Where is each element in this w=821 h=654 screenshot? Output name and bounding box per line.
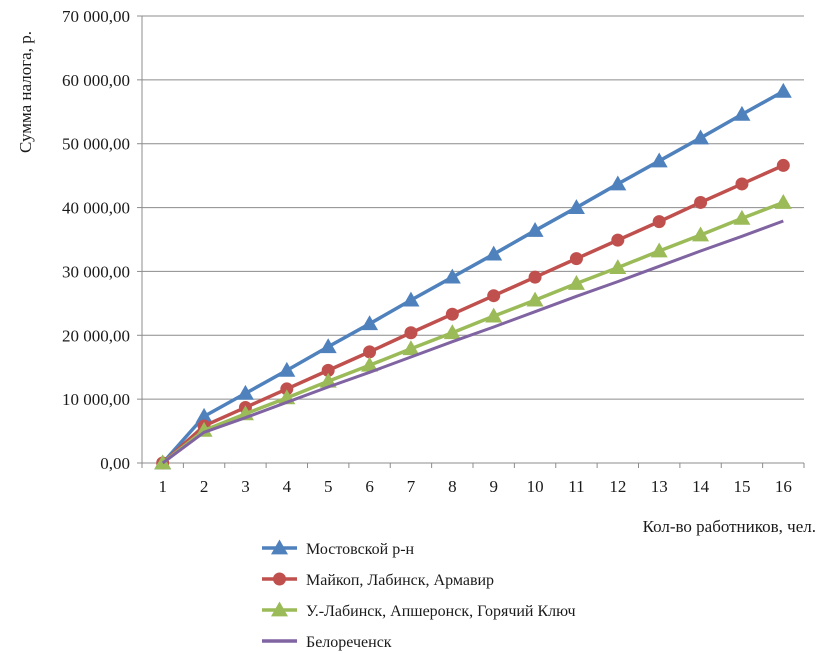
series-line-1: [161, 89, 785, 465]
series-line-2: [161, 163, 785, 465]
x-axis-title: Кол-во работников, чел.: [643, 517, 816, 536]
data-point: [569, 252, 583, 266]
data-point: [487, 289, 501, 303]
data-point: [363, 345, 377, 359]
x-tick-label: 14: [692, 477, 710, 496]
data-point: [485, 245, 503, 261]
data-point: [443, 268, 461, 284]
x-tick-label: 3: [241, 477, 250, 496]
legend-marker: [271, 601, 288, 617]
data-point: [735, 177, 749, 191]
data-point: [694, 195, 708, 209]
series-line-3: [161, 200, 784, 465]
x-tick-label: 8: [448, 477, 457, 496]
data-point: [361, 356, 379, 372]
data-point: [443, 324, 461, 340]
data-point: [319, 338, 337, 354]
y-tick-label: 10 000,00: [62, 390, 130, 409]
data-point: [733, 105, 751, 121]
data-point: [236, 384, 254, 400]
data-point: [776, 158, 790, 172]
legend-label: Майкоп, Лабинск, Армавир: [306, 572, 494, 589]
y-axis-title: Сумма налога, р.: [16, 31, 35, 153]
x-tick-label: 5: [324, 477, 333, 496]
data-point: [650, 152, 668, 168]
x-tick-label: 1: [158, 477, 167, 496]
data-point: [567, 199, 585, 214]
data-point: [611, 233, 625, 247]
data-point: [485, 307, 503, 323]
x-tick-label: 7: [407, 477, 416, 496]
y-tick-label: 40 000,00: [62, 199, 130, 218]
x-tick-label: 4: [283, 477, 292, 496]
data-point: [526, 222, 544, 237]
data-point: [195, 407, 213, 423]
legend-label: У.-Лабинск, Апшеронск, Горячий Ключ: [306, 603, 576, 620]
y-tick-label: 50 000,00: [62, 135, 130, 154]
x-tick-label: 13: [651, 477, 668, 496]
y-tick-label: 30 000,00: [62, 262, 130, 281]
x-tick-label: 9: [489, 477, 498, 496]
data-point: [402, 291, 420, 307]
y-tick-label: 70 000,00: [62, 7, 130, 26]
x-tick-label: 2: [200, 477, 209, 496]
data-point: [774, 82, 792, 98]
data-point: [195, 421, 213, 437]
data-point: [445, 307, 459, 321]
y-tick-label: 20 000,00: [62, 326, 130, 345]
data-point: [774, 193, 792, 209]
x-tick-label: 6: [365, 477, 374, 496]
x-tick-label: 15: [733, 477, 750, 496]
data-point: [528, 270, 542, 284]
data-point: [609, 175, 627, 191]
data-point: [567, 275, 585, 290]
x-tick-label: 11: [568, 477, 584, 496]
data-point: [650, 242, 668, 258]
data-point: [402, 340, 420, 356]
x-tick-label: 12: [609, 477, 626, 496]
data-point: [733, 209, 751, 225]
y-tick-label: 60 000,00: [62, 71, 130, 90]
data-point: [692, 226, 710, 242]
legend-marker: [271, 539, 288, 555]
data-point: [404, 326, 418, 340]
data-point: [609, 259, 627, 274]
y-tick-label: 0,00: [100, 454, 130, 473]
data-point: [692, 129, 710, 145]
data-point: [278, 361, 296, 377]
legend-marker: [273, 572, 286, 586]
x-tick-label: 10: [527, 477, 544, 496]
data-point: [361, 315, 379, 331]
data-point: [321, 363, 335, 377]
data-point: [526, 291, 544, 307]
legend-label: Белореченск: [306, 634, 392, 651]
x-tick-label: 16: [775, 477, 792, 496]
legend-label: Мостовской р-н: [306, 541, 415, 558]
data-point: [652, 215, 666, 229]
data-point: [280, 382, 294, 396]
series-line-4: [161, 219, 784, 465]
